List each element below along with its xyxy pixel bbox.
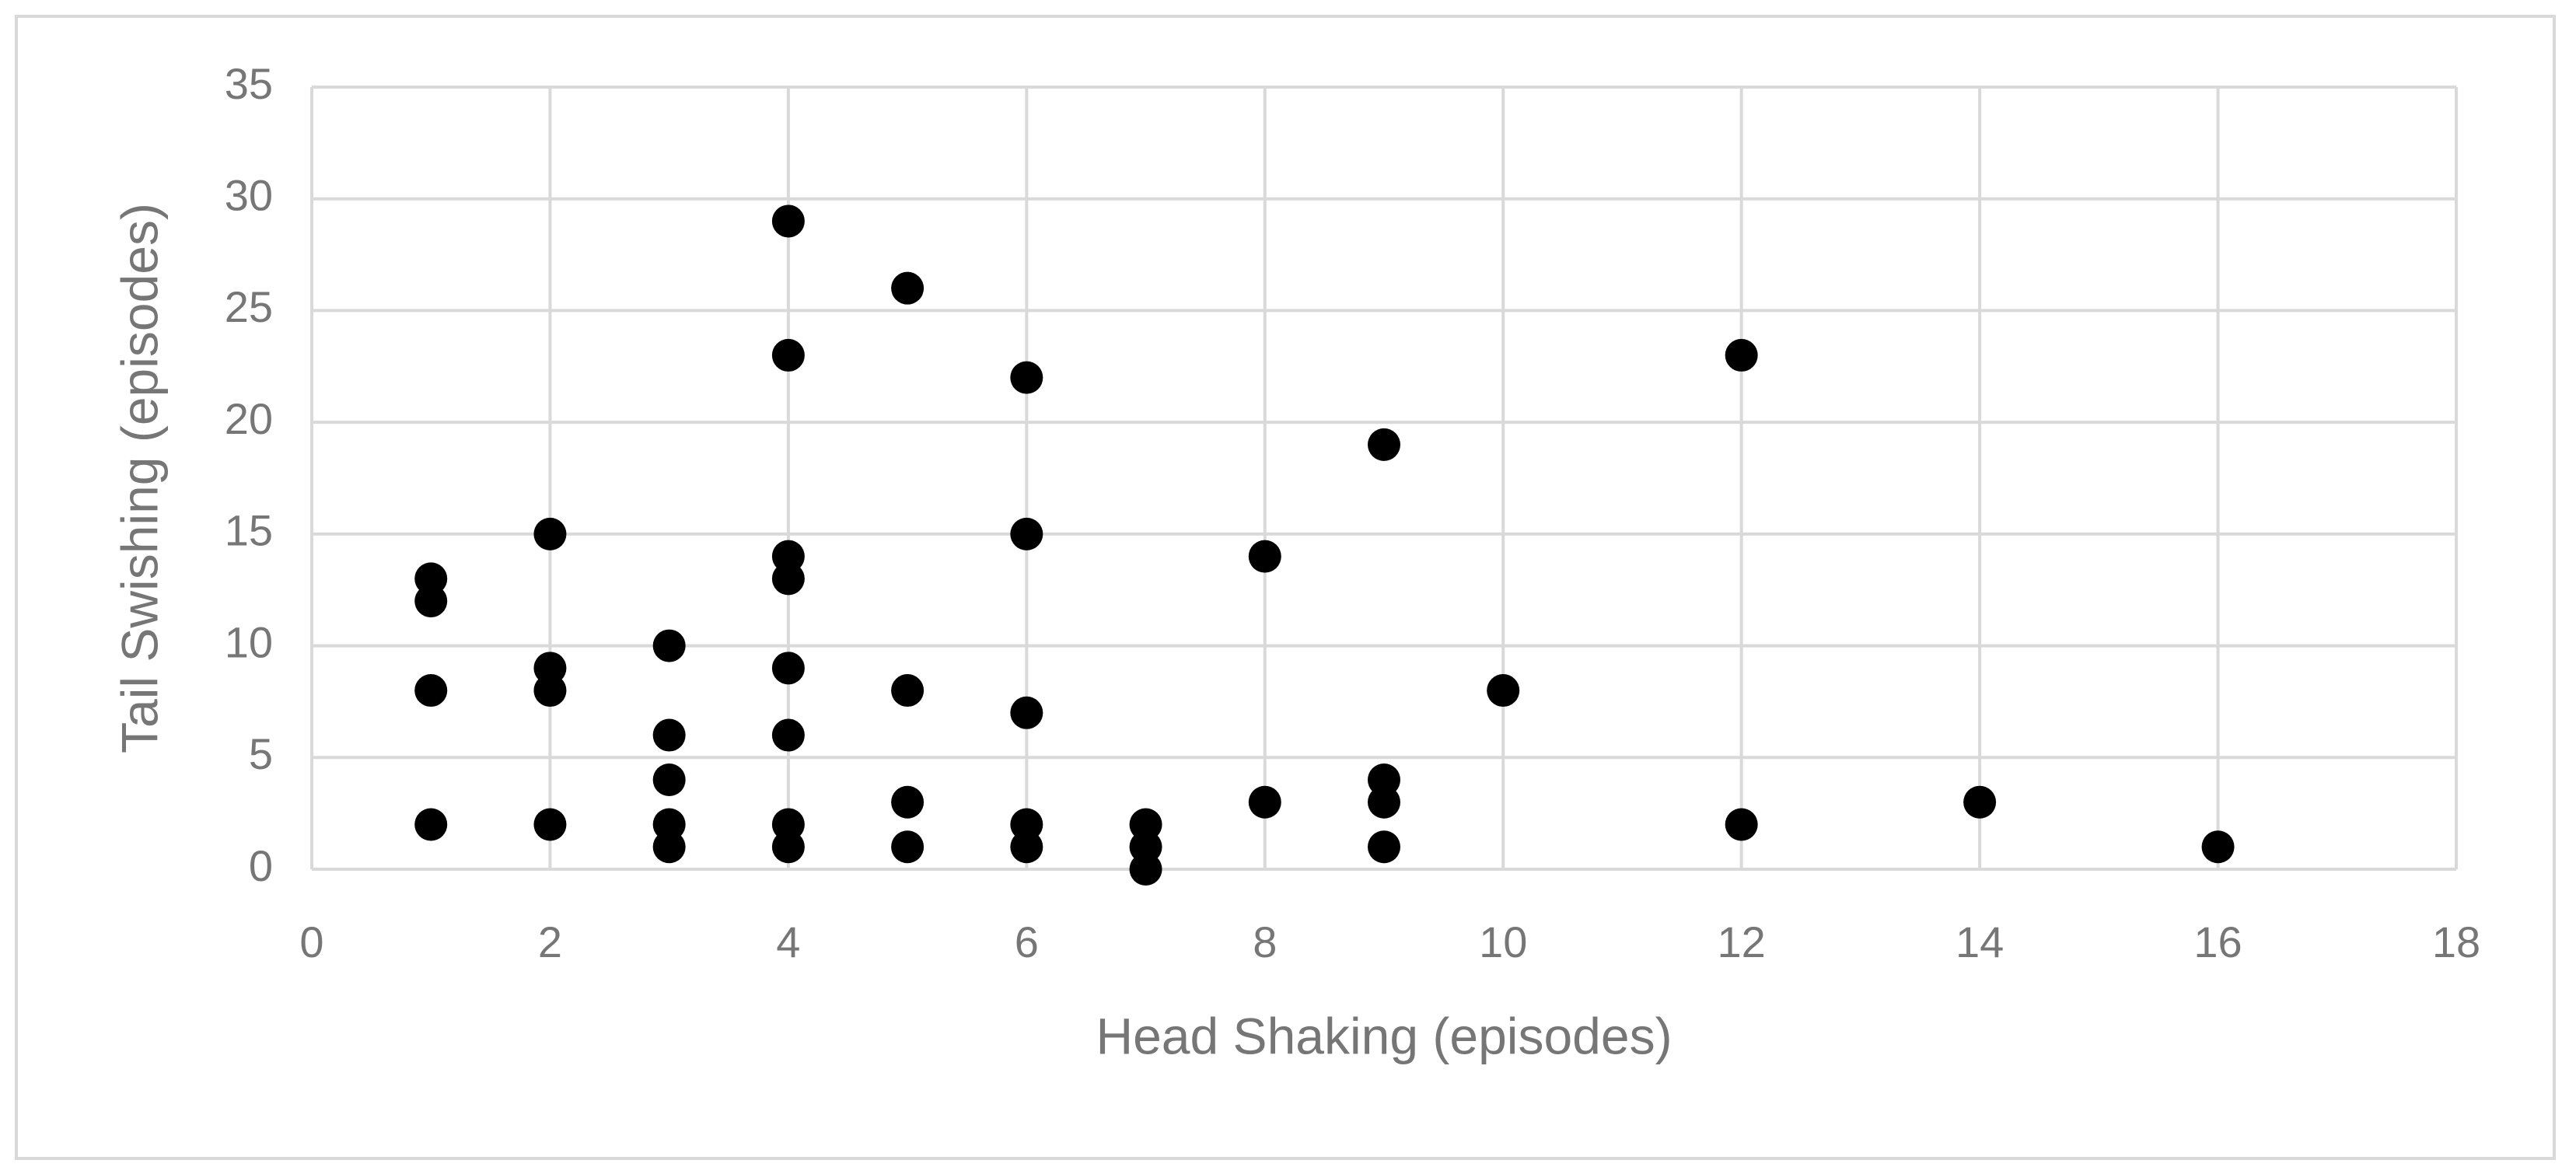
point <box>1010 361 1043 394</box>
point <box>1010 517 1043 550</box>
point <box>771 652 805 685</box>
point <box>891 785 924 819</box>
point <box>414 585 448 618</box>
y-tick-label: 25 <box>225 282 273 331</box>
point <box>891 271 924 305</box>
x-tick-label: 6 <box>1015 917 1039 966</box>
y-axis-title: Tail Swishing (episodes) <box>110 203 168 753</box>
point <box>1248 540 1281 573</box>
point <box>652 718 686 752</box>
x-tick-label: 4 <box>776 917 800 966</box>
point <box>1725 808 1758 841</box>
point <box>1368 830 1400 864</box>
y-tick-label: 0 <box>249 841 273 890</box>
y-tick-label: 20 <box>225 394 273 443</box>
point <box>1368 785 1400 819</box>
x-axis-title: Head Shaking (episodes) <box>1096 1007 1672 1064</box>
point <box>891 674 924 708</box>
point <box>652 763 686 797</box>
x-tick-label: 14 <box>1956 917 2004 966</box>
point <box>414 674 448 708</box>
x-tick-label: 2 <box>538 917 562 966</box>
x-tick-label: 8 <box>1253 917 1277 966</box>
point <box>771 338 805 372</box>
point <box>1129 830 1162 864</box>
point <box>771 540 805 573</box>
y-tick-label: 10 <box>225 617 273 666</box>
point <box>652 629 686 662</box>
point <box>1129 808 1162 841</box>
y-tick-label: 15 <box>225 506 273 555</box>
y-tick-label: 30 <box>225 171 273 220</box>
point <box>414 562 448 596</box>
x-tick-label: 16 <box>2193 917 2242 966</box>
y-tick-label: 5 <box>249 729 273 778</box>
point <box>771 204 805 238</box>
x-tick-label: 10 <box>1479 917 1527 966</box>
point <box>1129 853 1162 886</box>
y-tick-label: 35 <box>225 59 273 108</box>
x-tick-label: 12 <box>1718 917 1766 966</box>
x-tick-label: 0 <box>299 917 323 966</box>
x-tick-label: 18 <box>2432 917 2480 966</box>
point <box>652 830 686 864</box>
point <box>771 562 805 596</box>
point <box>652 808 686 841</box>
point <box>414 808 448 841</box>
point <box>1248 785 1281 819</box>
point <box>1963 785 1997 819</box>
point <box>1010 696 1043 729</box>
point <box>771 830 805 864</box>
point <box>2201 830 2235 864</box>
point <box>771 808 805 841</box>
point <box>771 718 805 752</box>
point <box>1368 763 1400 797</box>
point <box>1487 674 1520 708</box>
point <box>891 830 924 864</box>
point <box>1010 808 1043 841</box>
point <box>533 674 567 708</box>
point <box>1368 428 1400 461</box>
point <box>533 517 567 550</box>
point <box>1725 338 1758 372</box>
point <box>1010 830 1043 864</box>
point <box>533 808 567 841</box>
point <box>533 652 567 685</box>
chart-border <box>15 15 2556 1160</box>
